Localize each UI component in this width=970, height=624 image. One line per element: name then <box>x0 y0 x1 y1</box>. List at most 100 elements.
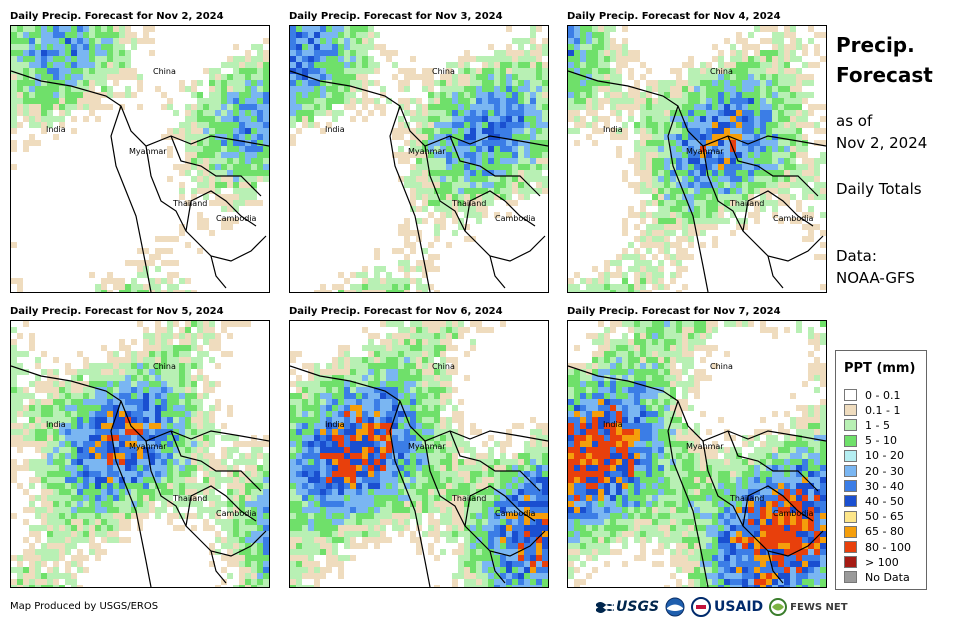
precip-cell <box>257 561 263 567</box>
precip-cell <box>368 56 374 62</box>
precip-cell <box>706 170 712 176</box>
precip-cell <box>137 441 143 447</box>
precip-cell <box>688 212 694 218</box>
precip-cell <box>410 393 416 399</box>
precip-cell <box>512 122 518 128</box>
precip-cell <box>542 182 548 188</box>
precip-cell <box>736 224 742 230</box>
precip-cell <box>410 128 416 134</box>
precip-cell <box>422 423 428 429</box>
precip-cell <box>706 182 712 188</box>
precip-cell <box>536 471 542 477</box>
precip-cell <box>203 333 209 339</box>
precip-cell <box>434 146 440 152</box>
precip-cell <box>524 453 530 459</box>
precip-cell <box>11 146 17 152</box>
precip-cell <box>404 447 410 453</box>
precip-cell <box>772 62 778 68</box>
precip-cell <box>233 459 239 465</box>
precip-cell <box>772 110 778 116</box>
precip-cell <box>398 375 404 381</box>
precip-cell <box>488 471 494 477</box>
precip-cell <box>646 128 652 134</box>
precip-cell <box>410 357 416 363</box>
precip-cell <box>682 116 688 122</box>
precip-cell <box>356 429 362 435</box>
precip-cell <box>458 417 464 423</box>
precip-cell <box>598 74 604 80</box>
precip-cell <box>458 224 464 230</box>
precip-cell <box>470 92 476 98</box>
precip-cell <box>83 495 89 501</box>
precip-cell <box>712 104 718 110</box>
precip-cell <box>398 248 404 254</box>
precip-cell <box>245 98 251 104</box>
precip-cell <box>203 182 209 188</box>
precip-cell <box>458 110 464 116</box>
precip-cell <box>706 116 712 122</box>
precip-cell <box>35 38 41 44</box>
precip-cell <box>113 50 119 56</box>
precip-cell <box>344 357 350 363</box>
precip-cell <box>11 459 17 465</box>
precip-cell <box>167 290 173 292</box>
precip-cell <box>646 140 652 146</box>
precip-cell <box>518 453 524 459</box>
precip-cell <box>452 62 458 68</box>
place-label-myanmar: Myanmar <box>686 147 724 156</box>
precip-cell <box>350 284 356 290</box>
precip-cell <box>326 62 332 68</box>
precip-cell <box>320 375 326 381</box>
precip-cell <box>586 104 592 110</box>
precip-cell <box>23 369 29 375</box>
precip-cell <box>410 441 416 447</box>
precip-cell <box>197 80 203 86</box>
precip-cell <box>53 74 59 80</box>
precip-cell <box>524 80 530 86</box>
precip-cell <box>308 32 314 38</box>
precip-cell <box>245 122 251 128</box>
precip-cell <box>676 68 682 74</box>
precip-cell <box>35 465 41 471</box>
precip-cell <box>392 128 398 134</box>
precip-cell <box>724 158 730 164</box>
precip-cell <box>488 158 494 164</box>
precip-cell <box>251 194 257 200</box>
precip-cell <box>119 38 125 44</box>
precip-cell <box>65 447 71 453</box>
precip-cell <box>41 525 47 531</box>
precip-cell <box>434 381 440 387</box>
precip-cell <box>422 375 428 381</box>
precip-cell <box>302 122 308 128</box>
precip-cell <box>790 152 796 158</box>
precip-cell <box>233 182 239 188</box>
precip-cell <box>362 375 368 381</box>
precip-cell <box>119 501 125 507</box>
precip-cell <box>802 164 808 170</box>
precip-cell <box>766 194 772 200</box>
precip-cell <box>197 369 203 375</box>
precip-cell <box>179 483 185 489</box>
precip-cell <box>458 483 464 489</box>
precip-cell <box>215 200 221 206</box>
precip-cell <box>440 423 446 429</box>
precip-cell <box>245 441 251 447</box>
precip-cell <box>296 441 302 447</box>
precip-cell <box>742 134 748 140</box>
precip-cell <box>724 176 730 182</box>
precip-cell <box>227 561 233 567</box>
precip-cell <box>215 182 221 188</box>
precip-cell <box>215 68 221 74</box>
precip-cell <box>185 465 191 471</box>
precip-cell <box>23 555 29 561</box>
precip-cell <box>320 68 326 74</box>
precip-cell <box>536 50 542 56</box>
precip-cell <box>197 321 203 327</box>
precip-cell <box>802 122 808 128</box>
precip-cell <box>796 218 802 224</box>
precip-cell <box>41 561 47 567</box>
precip-cell <box>125 26 131 32</box>
precip-cell <box>47 477 53 483</box>
precip-cell <box>326 68 332 74</box>
precip-cell <box>452 170 458 176</box>
